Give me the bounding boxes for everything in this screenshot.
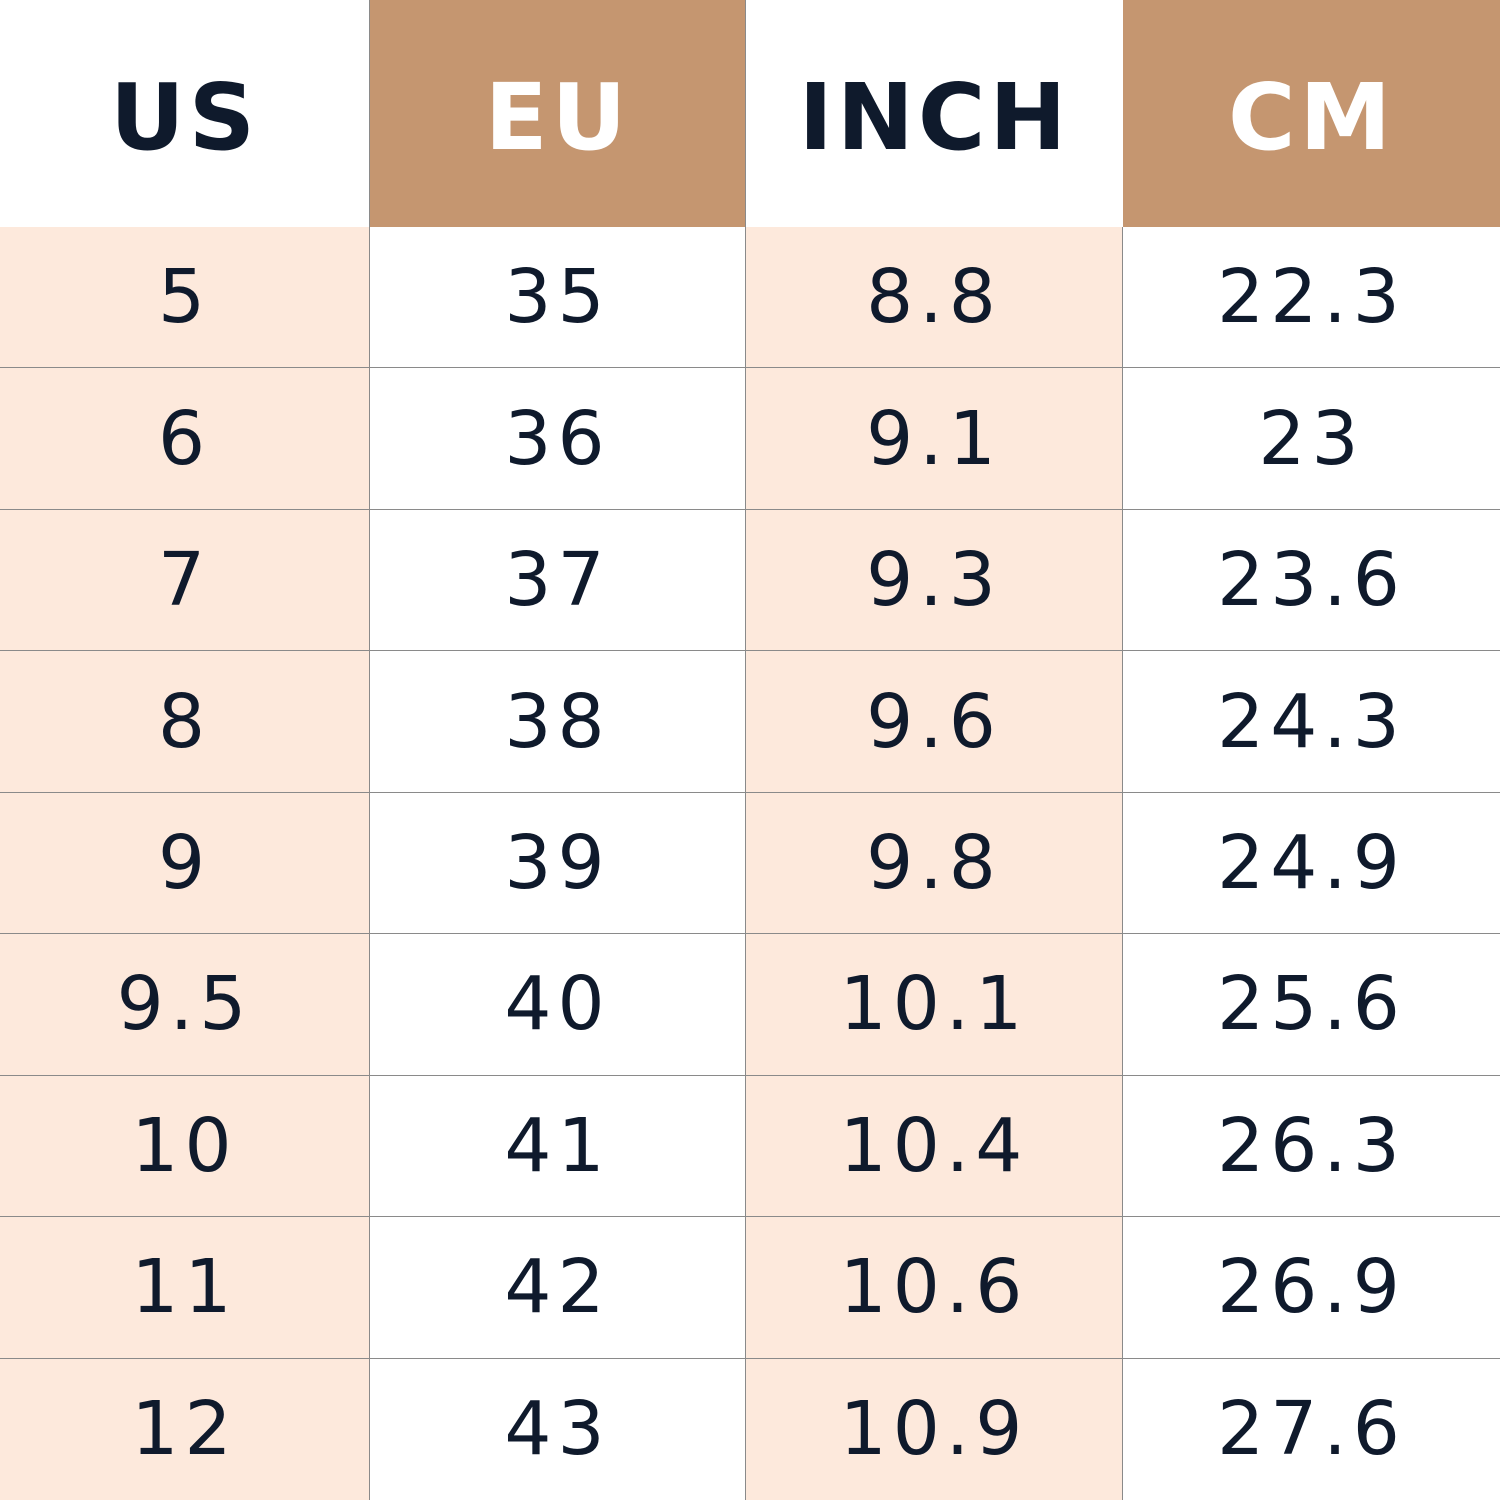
cell-us: 8 [0,651,370,793]
cell-cm: 25.6 [1123,934,1500,1076]
cell-cm: 26.9 [1123,1217,1500,1359]
cell-cm: 27.6 [1123,1358,1500,1500]
cell-inch: 9.3 [746,509,1123,652]
cell-inch: 10.6 [746,1217,1123,1359]
cell-us: 7 [0,509,370,652]
cell-eu: 37 [370,509,746,652]
cell-inch: 9.1 [746,368,1123,510]
cell-cm: 26.3 [1123,1075,1500,1218]
cell-eu: 40 [370,934,746,1076]
cell-us: 10 [0,1075,370,1218]
cell-eu: 36 [370,368,746,510]
cell-cm: 23 [1123,368,1500,510]
cell-cm: 22.3 [1123,227,1500,369]
cell-us: 12 [0,1358,370,1500]
header-inch: INCH [746,0,1123,227]
cell-inch: 9.8 [746,792,1123,935]
cell-eu: 43 [370,1358,746,1500]
cell-eu: 39 [370,792,746,935]
cell-us: 11 [0,1217,370,1359]
cell-cm: 24.3 [1123,651,1500,793]
cell-cm: 23.6 [1123,509,1500,652]
cell-eu: 35 [370,227,746,369]
cell-cm: 24.9 [1123,792,1500,935]
header-us: US [0,0,370,227]
cell-inch: 10.9 [746,1358,1123,1500]
cell-eu: 42 [370,1217,746,1359]
header-cm: CM [1123,0,1500,227]
cell-inch: 10.4 [746,1075,1123,1218]
cell-us: 6 [0,368,370,510]
cell-inch: 8.8 [746,227,1123,369]
cell-eu: 41 [370,1075,746,1218]
cell-us: 9.5 [0,934,370,1076]
cell-us: 5 [0,227,370,369]
header-eu: EU [370,0,746,227]
cell-inch: 10.1 [746,934,1123,1076]
cell-eu: 38 [370,651,746,793]
cell-us: 9 [0,792,370,935]
cell-inch: 9.6 [746,651,1123,793]
